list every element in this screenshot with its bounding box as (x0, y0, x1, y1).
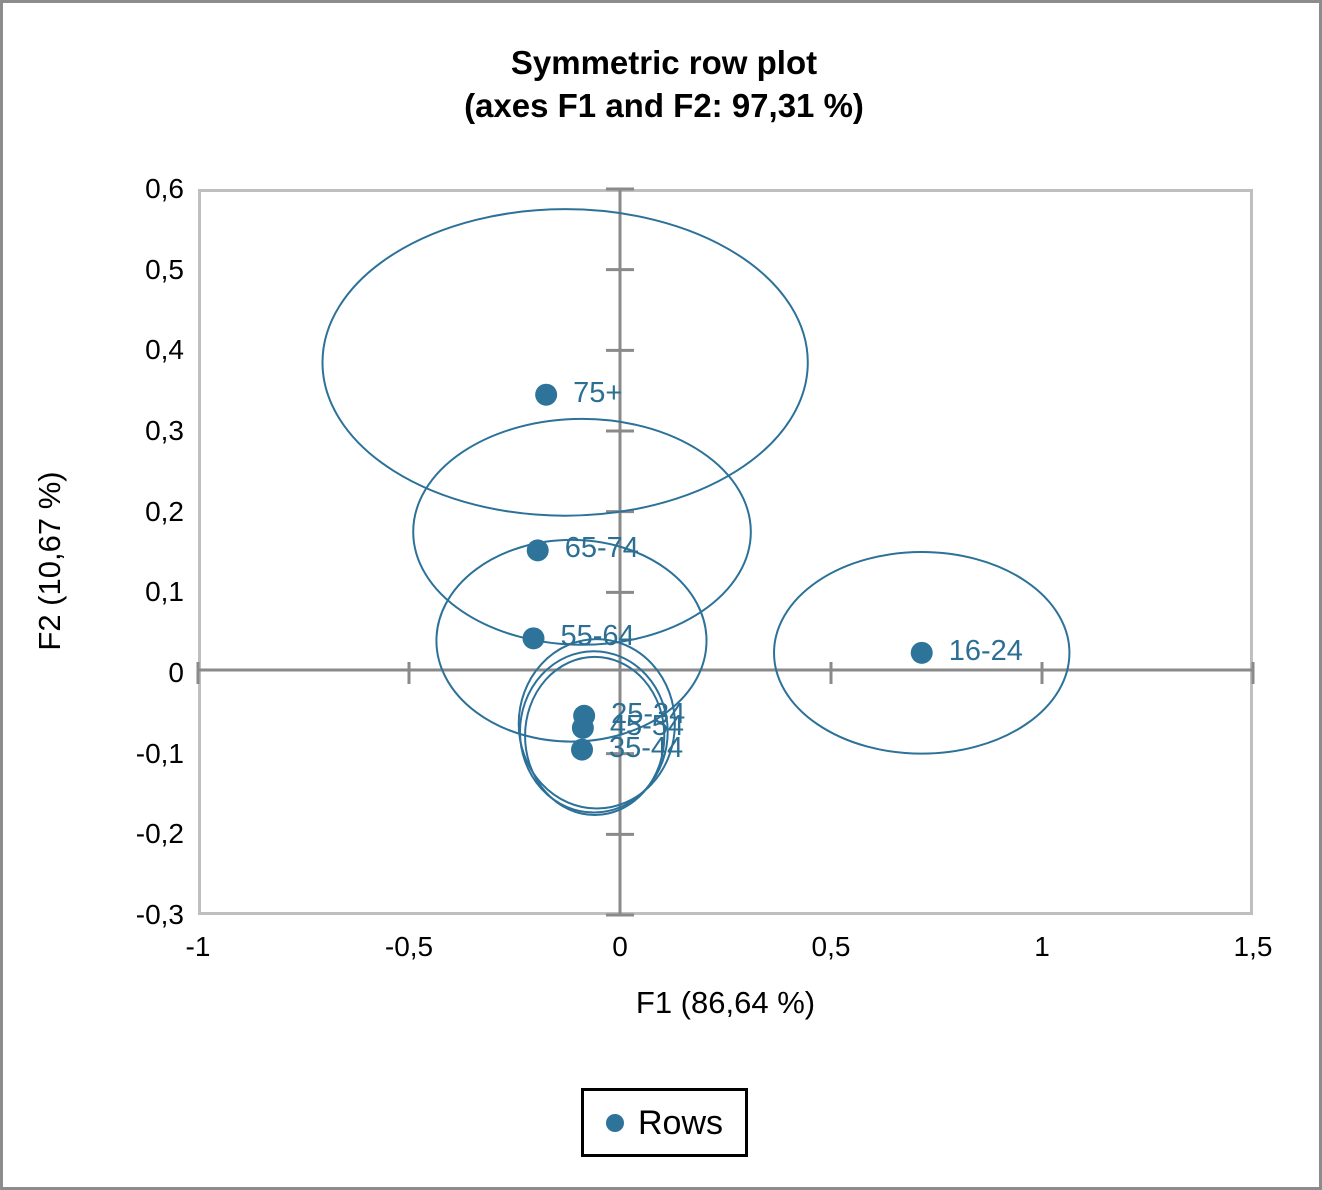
plot-area-frame (198, 189, 1253, 915)
confidence-ellipse (517, 638, 676, 810)
axis-tick-marks (196, 187, 1255, 917)
data-point-marker[interactable] (910, 641, 933, 664)
x-tick-label: -0,5 (384, 931, 434, 962)
x-tick-label: 0,5 (811, 931, 851, 962)
confidence-ellipses (321, 208, 1071, 816)
y-tick-label: 0,3 (145, 415, 184, 446)
y-axis-title: F2 (10,67 %) (32, 471, 67, 651)
x-axis-title: F1 (86,64 %) (635, 985, 816, 1020)
x-tick-label: -1 (185, 931, 211, 962)
confidence-ellipse (321, 208, 809, 517)
y-tick-label: -0,3 (135, 899, 184, 930)
data-point-marker[interactable] (522, 627, 545, 650)
y-tick-label: 0 (168, 657, 184, 688)
chart-legend[interactable]: Rows (581, 1088, 748, 1157)
y-tick-label: -0,2 (135, 818, 184, 850)
x-tick-label: 1 (1034, 931, 1050, 962)
y-tick-label: 0,1 (145, 576, 184, 608)
x-tick-label: 0 (612, 931, 628, 962)
confidence-ellipse (518, 650, 669, 814)
data-point-label: 16-24 (948, 634, 1023, 667)
data-point-label: 65-74 (564, 532, 639, 565)
chart-title-subtitle: (axes F1 and F2: 97,31 %) (464, 87, 864, 124)
confidence-ellipse (435, 538, 708, 743)
data-point-marker[interactable] (571, 738, 594, 761)
data-point-label: 35-44 (609, 731, 684, 764)
legend-marker-icon (605, 1113, 624, 1132)
x-tick-label: 1,5 (1233, 931, 1273, 962)
confidence-ellipse (773, 551, 1071, 755)
data-points (522, 383, 933, 761)
data-point-label: 55-64 (560, 620, 635, 653)
y-tick-label: 0,5 (145, 253, 184, 285)
y-tick-label: -0,1 (135, 737, 184, 769)
data-point-label: 75+ (573, 376, 623, 409)
scatter-plot-canvas (196, 187, 1255, 917)
y-tick-label: 0,6 (145, 173, 184, 204)
confidence-ellipse (524, 655, 666, 816)
data-point-marker[interactable] (571, 716, 594, 739)
zero-axis-lines (198, 189, 1253, 915)
data-point-marker[interactable] (535, 383, 558, 406)
confidence-ellipse (412, 417, 752, 646)
legend-label: Rows (637, 1103, 724, 1142)
data-point-marker[interactable] (526, 539, 549, 562)
chart-title: Symmetric row plot (axes F1 and F2: 97,3… (3, 41, 1319, 127)
data-point-label: 45-54 (609, 709, 685, 742)
chart-title-main: Symmetric row plot (510, 44, 818, 81)
y-tick-label: 0,4 (145, 334, 184, 366)
y-tick-label: 0,2 (145, 495, 184, 527)
data-point-label: 25-34 (611, 697, 686, 730)
